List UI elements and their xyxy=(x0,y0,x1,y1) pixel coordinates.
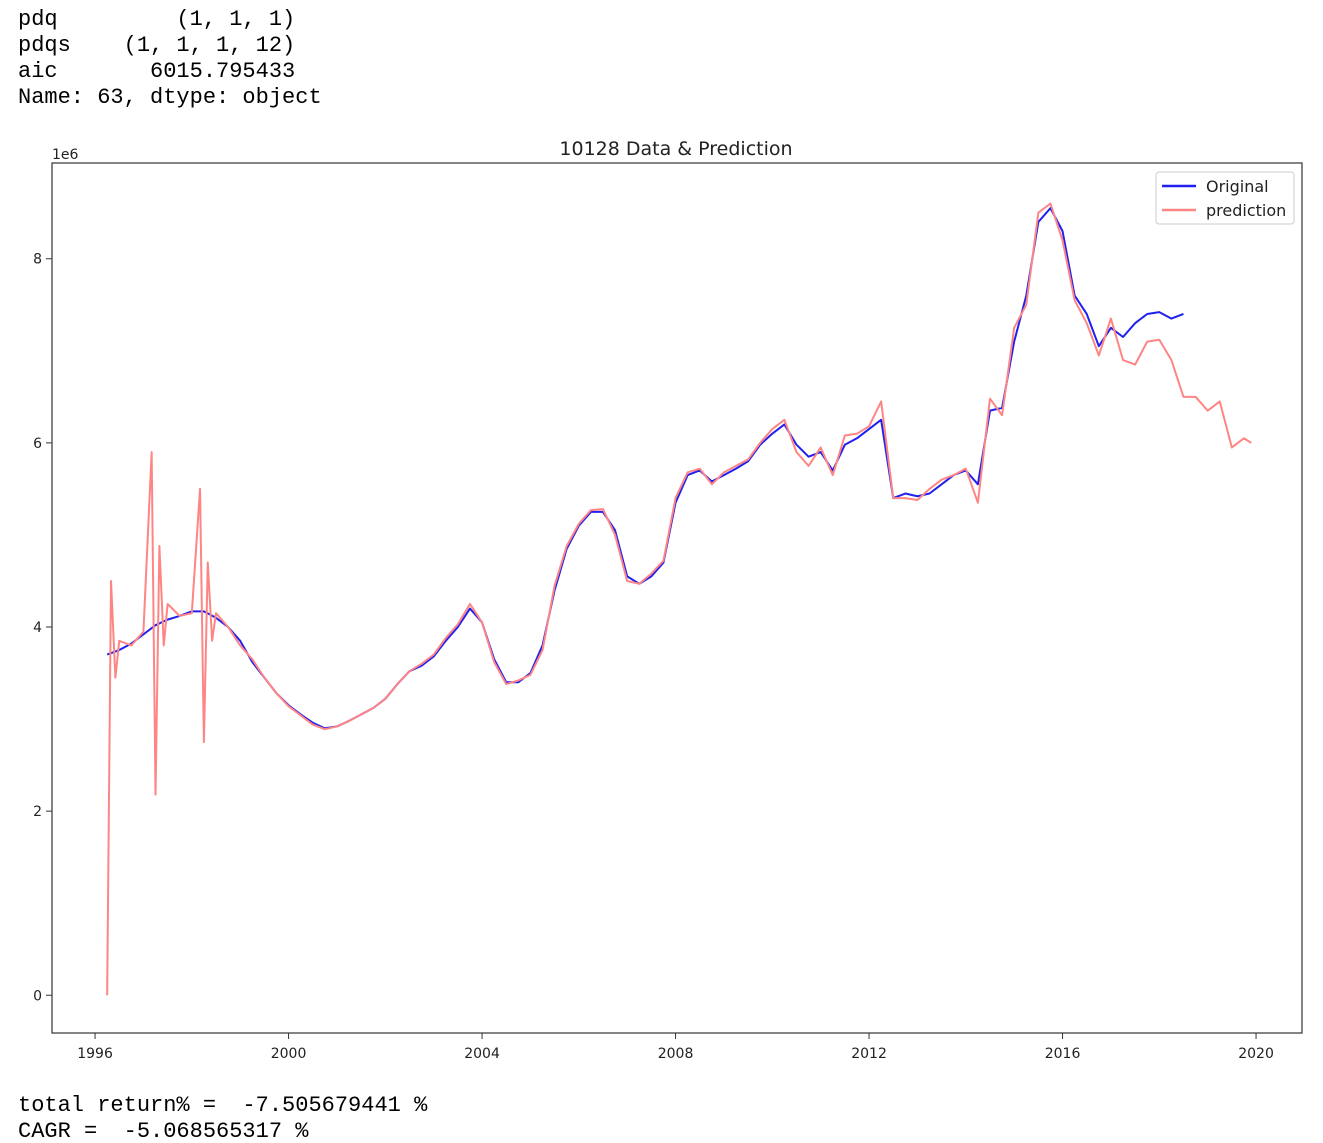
x-tick-label: 2016 xyxy=(1045,1046,1081,1062)
x-tick-label: 2012 xyxy=(851,1046,887,1062)
legend-label: prediction xyxy=(1206,201,1286,220)
y-tick-label: 4 xyxy=(33,620,42,636)
series-line xyxy=(106,207,1184,730)
output-line: total return% = -7.505679441 % xyxy=(18,1093,428,1118)
offset-label: 1e6 xyxy=(52,147,79,163)
x-tick-label: 2020 xyxy=(1238,1046,1274,1062)
output-line: Name: 63, dtype: object xyxy=(18,85,322,110)
series-line xyxy=(106,202,1252,996)
plot-frame xyxy=(51,162,1303,1034)
chart-title: 10128 Data & Prediction xyxy=(559,138,792,160)
output-line: pdqs (1, 1, 1, 12) xyxy=(18,33,295,58)
y-tick-label: 0 xyxy=(33,988,42,1004)
x-tick-label: 2004 xyxy=(464,1046,500,1062)
output-line: pdq (1, 1, 1) xyxy=(18,7,295,32)
y-tick-label: 8 xyxy=(33,252,42,268)
y-tick-label: 6 xyxy=(33,436,42,452)
output-line: CAGR = -5.068565317 % xyxy=(18,1119,309,1143)
output-line: aic 6015.795433 xyxy=(18,59,295,84)
legend-label: Original xyxy=(1206,177,1269,196)
x-tick-label: 1996 xyxy=(77,1046,113,1062)
x-tick-label: 2000 xyxy=(271,1046,307,1062)
y-tick-label: 2 xyxy=(33,804,42,820)
x-tick-label: 2008 xyxy=(658,1046,694,1062)
